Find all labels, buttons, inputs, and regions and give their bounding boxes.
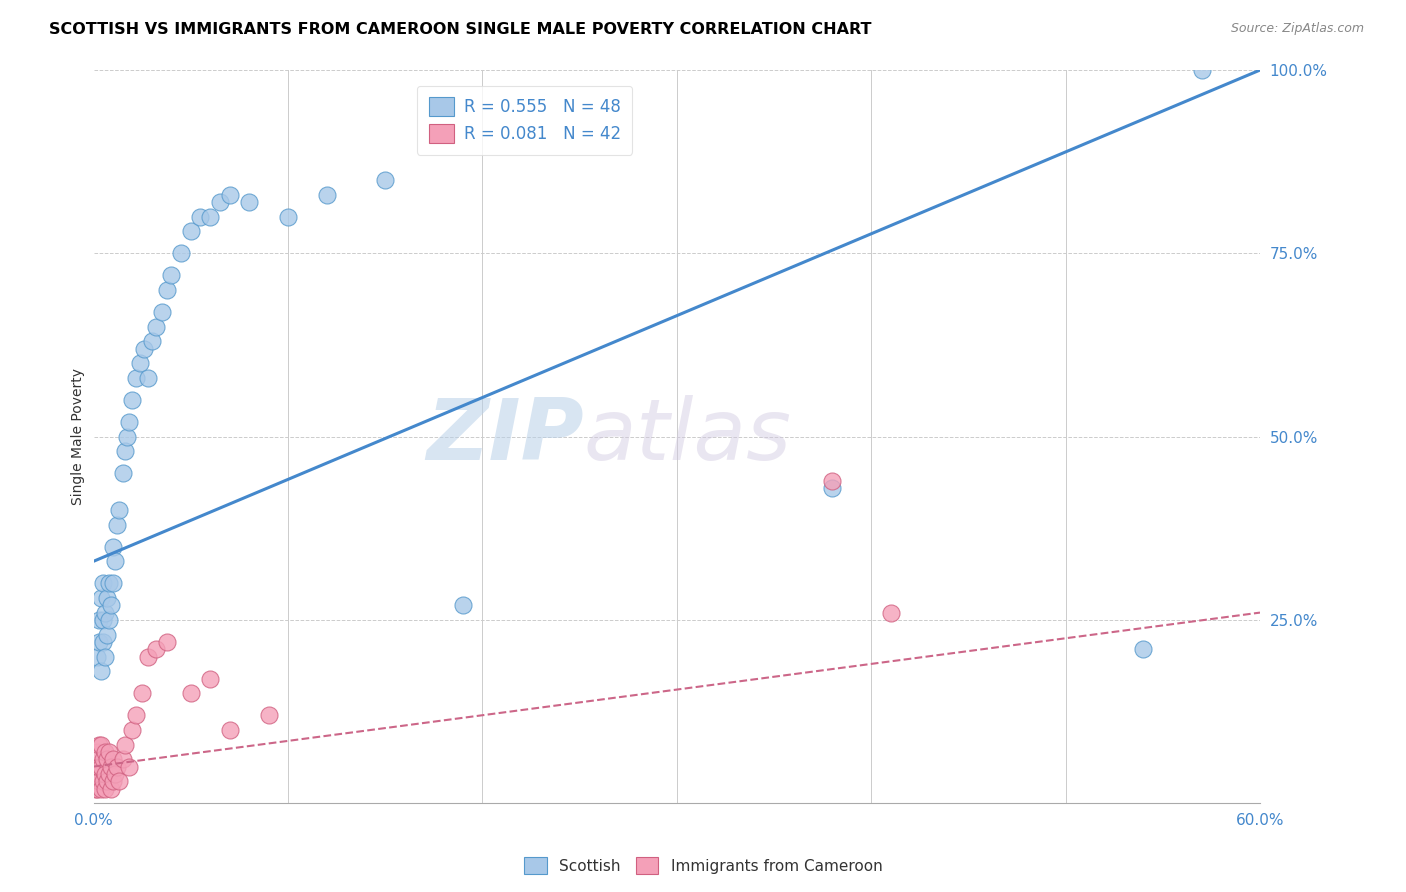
Point [104, 767, 127, 781]
Point [91, 752, 114, 766]
Point [111, 467, 134, 481]
Point [180, 686, 202, 700]
Point [125, 371, 148, 385]
Point [96, 627, 118, 641]
Point [94, 781, 117, 796]
Point [100, 781, 122, 796]
Point [101, 540, 124, 554]
Point [89, 613, 111, 627]
Point [145, 642, 167, 657]
Point [180, 224, 202, 238]
Point [98, 745, 121, 759]
Point [101, 752, 124, 766]
Point [86, 781, 108, 796]
Point [111, 752, 134, 766]
Point [121, 723, 143, 737]
Point [125, 708, 148, 723]
Point [190, 210, 212, 224]
Point [200, 672, 222, 686]
Point [86, 745, 108, 759]
Point [257, 708, 280, 723]
Point [104, 554, 127, 568]
Y-axis label: Single Male Poverty: Single Male Poverty [72, 368, 86, 505]
Point [90, 759, 112, 773]
Point [238, 194, 260, 209]
Point [89, 738, 111, 752]
Point [98, 767, 121, 781]
Point [96, 752, 118, 766]
Point [89, 759, 111, 773]
Point [131, 686, 153, 700]
Point [90, 781, 112, 796]
Point [96, 591, 118, 605]
Point [121, 392, 143, 407]
Point [90, 665, 112, 679]
Point [100, 759, 122, 773]
Point [89, 774, 111, 789]
Point [86, 759, 108, 773]
Point [117, 759, 139, 773]
Point [1132, 642, 1154, 657]
Point [156, 635, 179, 649]
Point [117, 415, 139, 429]
Point [91, 613, 114, 627]
Point [879, 606, 901, 620]
Point [129, 356, 152, 370]
Point [84, 767, 107, 781]
Point [208, 194, 231, 209]
Point [105, 517, 128, 532]
Point [200, 210, 222, 224]
Point [86, 649, 108, 664]
Legend: Scottish, Immigrants from Cameroon: Scottish, Immigrants from Cameroon [517, 851, 889, 880]
Point [821, 474, 844, 488]
Point [315, 187, 337, 202]
Point [374, 173, 396, 187]
Point [160, 268, 183, 283]
Point [218, 723, 240, 737]
Point [96, 774, 118, 789]
Point [145, 319, 167, 334]
Point [277, 210, 299, 224]
Point [170, 246, 193, 260]
Point [451, 599, 474, 613]
Point [89, 635, 111, 649]
Point [91, 774, 114, 789]
Point [91, 576, 114, 591]
Point [1191, 63, 1213, 78]
Point [218, 187, 240, 202]
Point [134, 342, 156, 356]
Text: SCOTTISH VS IMMIGRANTS FROM CAMEROON SINGLE MALE POVERTY CORRELATION CHART: SCOTTISH VS IMMIGRANTS FROM CAMEROON SIN… [49, 22, 872, 37]
Point [108, 774, 131, 789]
Point [821, 481, 844, 495]
Legend: R = 0.555   N = 48, R = 0.081   N = 42: R = 0.555 N = 48, R = 0.081 N = 42 [416, 86, 633, 154]
Point [94, 767, 117, 781]
Point [101, 774, 124, 789]
Point [94, 745, 117, 759]
Point [141, 334, 163, 349]
Text: Source: ZipAtlas.com: Source: ZipAtlas.com [1230, 22, 1364, 36]
Point [91, 635, 114, 649]
Point [101, 576, 124, 591]
Text: atlas: atlas [583, 395, 792, 478]
Point [105, 759, 128, 773]
Point [98, 576, 121, 591]
Point [108, 503, 131, 517]
Point [136, 649, 159, 664]
Point [100, 599, 122, 613]
Point [156, 283, 179, 297]
Point [114, 444, 136, 458]
Text: ZIP: ZIP [426, 395, 583, 478]
Point [90, 738, 112, 752]
Point [94, 606, 117, 620]
Point [115, 430, 138, 444]
Point [114, 738, 136, 752]
Point [94, 649, 117, 664]
Point [98, 613, 121, 627]
Point [84, 781, 107, 796]
Point [150, 305, 173, 319]
Point [90, 591, 112, 605]
Point [136, 371, 159, 385]
